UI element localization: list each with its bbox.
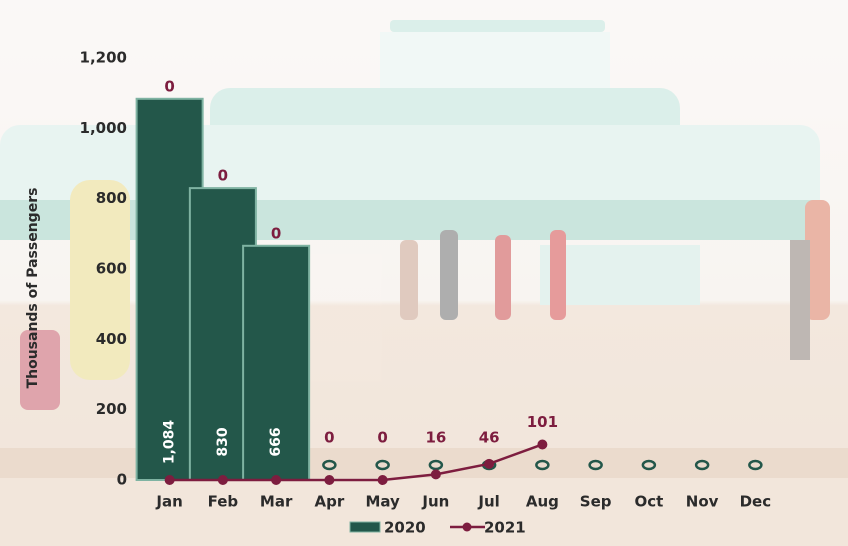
bar-value-label: 830 xyxy=(215,427,231,456)
x-tick-label: May xyxy=(365,493,400,511)
x-tick-label: Apr xyxy=(315,493,345,511)
y-tick-label: 800 xyxy=(96,189,127,207)
line-point xyxy=(431,469,441,479)
x-tick-label: Jan xyxy=(155,493,182,511)
y-tick-label: 200 xyxy=(96,400,127,418)
line-point xyxy=(218,475,228,485)
x-tick-label: Oct xyxy=(634,493,663,511)
line-point xyxy=(484,459,494,469)
line-point xyxy=(537,439,547,449)
legend-swatch xyxy=(463,523,472,532)
x-tick-label: Mar xyxy=(260,493,293,511)
bar-value-label: 1,084 xyxy=(162,420,178,465)
x-tick-label: Dec xyxy=(740,493,772,511)
x-tick-label: Aug xyxy=(526,493,559,511)
legend-swatch xyxy=(350,522,380,532)
bar-value-label: 666 xyxy=(268,427,284,456)
line-value-label: 16 xyxy=(425,429,446,447)
line-value-label: 0 xyxy=(271,224,281,242)
line-value-label: 0 xyxy=(164,77,174,95)
background xyxy=(0,0,848,546)
line-point xyxy=(165,475,175,485)
x-tick-label: Nov xyxy=(686,493,719,511)
y-tick-label: 600 xyxy=(96,260,127,278)
line-value-label: 0 xyxy=(377,429,387,447)
line-value-label: 46 xyxy=(479,429,500,447)
x-tick-label: Sep xyxy=(580,493,612,511)
line-value-label: 101 xyxy=(527,413,558,431)
y-tick-label: 1,200 xyxy=(80,49,127,67)
y-tick-label: 400 xyxy=(96,330,127,348)
line-point xyxy=(324,475,334,485)
line-value-label: 0 xyxy=(324,429,334,447)
chart: Thousands of Passengers 0 200 400 600 800 1,0… xyxy=(0,0,848,546)
line-point xyxy=(378,475,388,485)
x-tick-label: Jul xyxy=(477,493,499,511)
y-tick-label: 1,000 xyxy=(80,119,127,137)
x-tick-label: Jun xyxy=(421,493,449,511)
line-point xyxy=(271,475,281,485)
line-value-label: 0 xyxy=(218,167,228,185)
x-tick-label: Feb xyxy=(208,493,239,511)
y-tick-label: 0 xyxy=(117,471,127,489)
y-axis-label: Thousands of Passengers xyxy=(25,188,41,389)
legend-label: 2020 xyxy=(384,519,426,537)
legend-label: 2021 xyxy=(484,519,526,537)
